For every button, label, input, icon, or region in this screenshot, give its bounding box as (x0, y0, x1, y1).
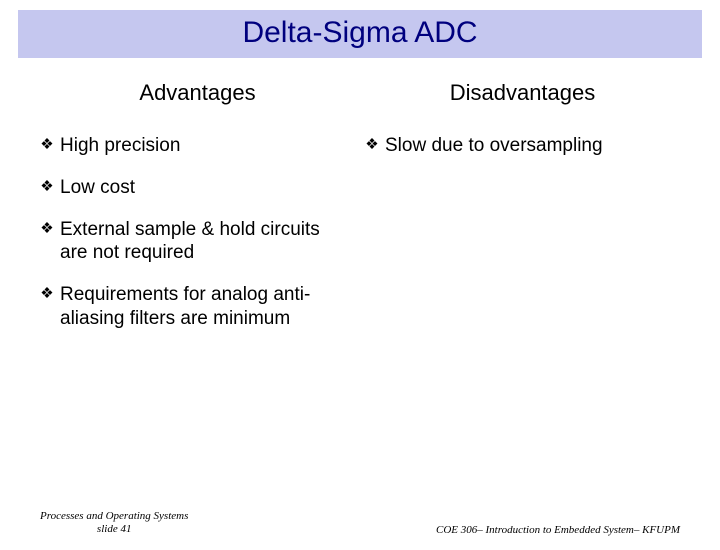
slide-title-bar: Delta-Sigma ADC (18, 10, 702, 58)
slide-footer: Processes and Operating Systems slide 41… (0, 510, 720, 536)
advantages-list: ❖ High precision ❖ Low cost ❖ External s… (40, 134, 355, 331)
advantages-heading: Advantages (40, 80, 355, 106)
list-item: ❖ Requirements for analog anti-aliasing … (40, 283, 355, 331)
list-item-text: External sample & hold circuits are not … (60, 218, 330, 266)
list-item-text: Requirements for analog anti-aliasing fi… (60, 283, 330, 331)
footer-left-line1: Processes and Operating Systems (40, 510, 188, 523)
list-item: ❖ Low cost (40, 176, 355, 200)
disadvantages-column: Disadvantages ❖ Slow due to oversampling (365, 80, 680, 349)
bullet-icon: ❖ (40, 285, 54, 304)
footer-left-line2: slide 41 (40, 523, 188, 536)
bullet-icon: ❖ (40, 178, 54, 197)
disadvantages-heading: Disadvantages (365, 80, 680, 106)
list-item-text: High precision (60, 134, 180, 158)
bullet-icon: ❖ (40, 136, 54, 155)
list-item: ❖ External sample & hold circuits are no… (40, 218, 355, 266)
list-item-text: Low cost (60, 176, 135, 200)
advantages-column: Advantages ❖ High precision ❖ Low cost ❖… (40, 80, 355, 349)
bullet-icon: ❖ (40, 220, 54, 239)
content-columns: Advantages ❖ High precision ❖ Low cost ❖… (0, 58, 720, 349)
slide-title: Delta-Sigma ADC (242, 16, 477, 49)
list-item: ❖ Slow due to oversampling (365, 134, 680, 158)
footer-left: Processes and Operating Systems slide 41 (40, 510, 188, 536)
footer-right: COE 306– Introduction to Embedded System… (436, 524, 680, 536)
bullet-icon: ❖ (365, 136, 379, 155)
list-item-text: Slow due to oversampling (385, 134, 603, 158)
disadvantages-list: ❖ Slow due to oversampling (365, 134, 680, 158)
list-item: ❖ High precision (40, 134, 355, 158)
